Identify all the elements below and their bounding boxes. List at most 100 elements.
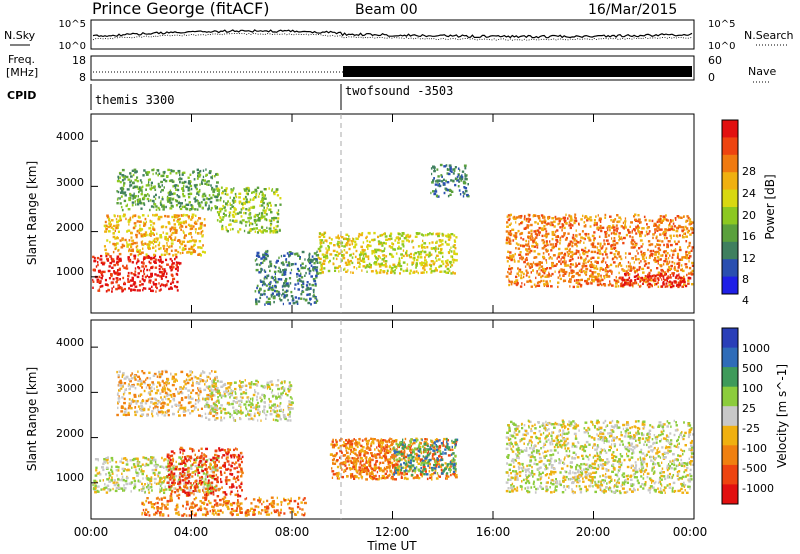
power-cell <box>569 285 571 288</box>
velocity-cell <box>189 456 193 460</box>
velocity-cell <box>238 465 241 468</box>
power-cell <box>137 200 139 204</box>
power-cell <box>648 230 651 233</box>
power-cell <box>656 256 660 259</box>
velocity-cell <box>184 477 188 480</box>
power-cell <box>229 213 231 217</box>
velocity-cell <box>145 399 149 403</box>
power-cell <box>263 292 265 296</box>
power-cell <box>563 252 566 256</box>
power-cell <box>163 253 167 256</box>
power-cell <box>183 231 185 234</box>
power-cell <box>675 229 679 233</box>
power-cell <box>446 267 450 271</box>
power-cell <box>406 267 408 270</box>
power-cell <box>649 274 651 277</box>
power-cell <box>591 280 595 283</box>
power-cell <box>353 246 356 249</box>
power-cell <box>133 214 137 218</box>
velocity-cell <box>189 412 192 415</box>
power-cell <box>464 187 468 190</box>
power-cell <box>136 198 139 202</box>
power-cell <box>599 282 602 285</box>
power-cell <box>265 218 268 222</box>
power-cell <box>506 236 509 239</box>
velocity-cell <box>142 456 145 459</box>
power-cell <box>97 280 101 283</box>
power-cell <box>406 263 409 266</box>
velocity-cell <box>148 491 151 494</box>
power-cell <box>254 290 257 293</box>
power-cell <box>168 252 171 256</box>
power-cell <box>643 215 646 219</box>
power-cell <box>381 262 383 265</box>
power-cell <box>447 188 449 192</box>
power-cell <box>640 284 642 288</box>
power-cell <box>591 273 594 276</box>
velocity-cell <box>229 468 232 472</box>
power-cell <box>669 280 671 283</box>
velocity-cell <box>204 490 207 493</box>
power-cell <box>644 262 648 266</box>
power-cell <box>174 231 178 234</box>
power-cell <box>131 272 133 275</box>
velocity-cell <box>170 472 174 475</box>
velocity-cell <box>142 487 145 490</box>
velocity-cell <box>138 480 142 483</box>
velocity-cell <box>212 490 215 494</box>
power-cell <box>624 220 627 223</box>
power-cell <box>327 245 330 248</box>
power-cell <box>345 263 349 266</box>
power-cell <box>118 252 122 256</box>
power-cell <box>157 206 160 210</box>
power-cell <box>447 233 450 236</box>
velocity-cell <box>118 395 120 398</box>
power-cell <box>166 197 169 200</box>
velocity-cell <box>210 458 213 462</box>
power-cell <box>657 243 660 246</box>
power-cell <box>430 167 433 170</box>
power-cell <box>93 268 96 271</box>
power-cell <box>687 229 690 233</box>
power-cell <box>233 207 236 210</box>
power-cell <box>366 270 368 273</box>
power-cell <box>270 276 273 279</box>
power-cell <box>154 266 158 269</box>
power-cell <box>125 217 127 221</box>
power-cell <box>681 229 684 232</box>
power-cell <box>142 247 144 250</box>
velocity-cell <box>193 458 196 461</box>
velocity-cell <box>205 473 208 476</box>
power-cell <box>408 272 412 275</box>
power-cell <box>527 224 530 227</box>
power-cell <box>431 172 433 176</box>
power-cell <box>110 257 113 260</box>
power-cell <box>116 257 119 260</box>
power-cell <box>271 189 273 192</box>
power-cell <box>224 189 227 192</box>
velocity-cell <box>238 484 241 488</box>
power-cell <box>178 178 181 181</box>
power-cell <box>179 173 181 177</box>
power-cell <box>100 277 103 280</box>
velocity-cell <box>127 384 130 387</box>
power-cell <box>527 248 531 251</box>
power-cell <box>147 178 150 182</box>
power-cell <box>551 223 554 227</box>
power-cell <box>435 188 437 191</box>
power-cell <box>644 280 648 284</box>
cpid-label: CPID <box>7 89 36 102</box>
power-cell <box>637 252 639 255</box>
power-cell <box>201 206 204 209</box>
power-cell <box>303 266 306 270</box>
power-cbar-tick-20: 20 <box>742 209 756 222</box>
power-cell <box>95 265 98 268</box>
power-cell <box>168 193 172 196</box>
power-cell <box>675 218 677 221</box>
power-cell <box>514 252 516 256</box>
power-cell <box>144 287 147 290</box>
power-cell <box>372 270 374 273</box>
power-cell <box>167 191 170 195</box>
power-cell <box>541 267 545 271</box>
velocity-cell <box>214 466 217 469</box>
